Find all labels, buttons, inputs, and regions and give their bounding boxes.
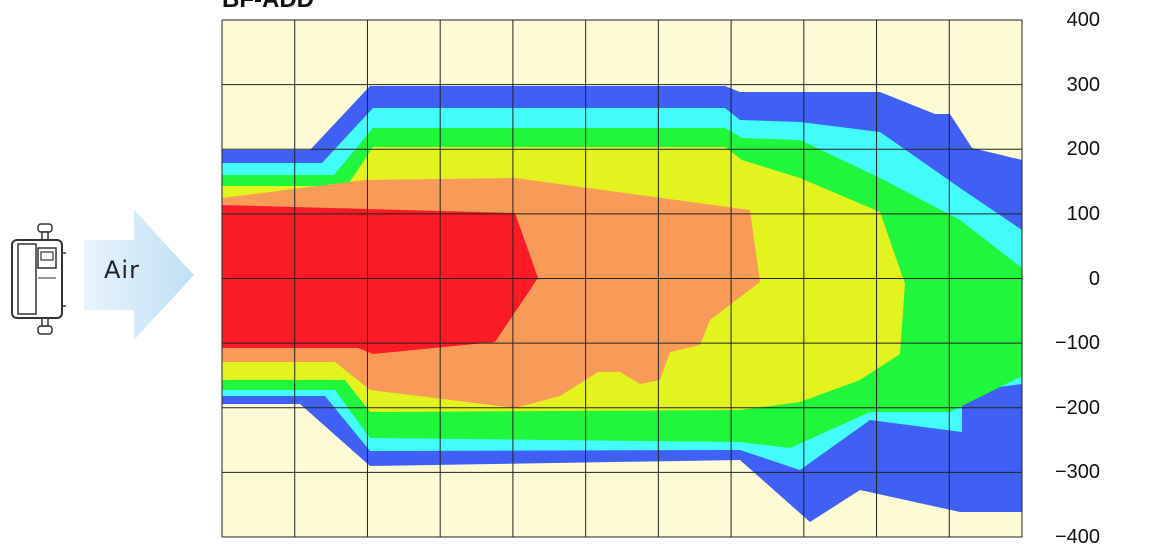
air-label: Air bbox=[104, 256, 140, 284]
y-tick-label: −300 bbox=[1054, 461, 1100, 484]
chart-title: BF-ADD bbox=[222, 0, 314, 14]
airflow-arrow-icon bbox=[84, 210, 194, 340]
contour-red bbox=[222, 205, 538, 354]
y-tick-label: 200 bbox=[1066, 138, 1100, 161]
y-tick-label: 100 bbox=[1066, 202, 1100, 225]
y-tick-label: 400 bbox=[1066, 9, 1100, 31]
y-tick-label: 0 bbox=[1088, 267, 1100, 290]
y-tick-label: −400 bbox=[1054, 526, 1100, 548]
air-conditioner-unit-icon bbox=[11, 223, 66, 335]
y-tick-label: −200 bbox=[1054, 396, 1100, 419]
y-tick-label: 300 bbox=[1066, 73, 1100, 96]
y-tick-label: −100 bbox=[1054, 332, 1100, 355]
